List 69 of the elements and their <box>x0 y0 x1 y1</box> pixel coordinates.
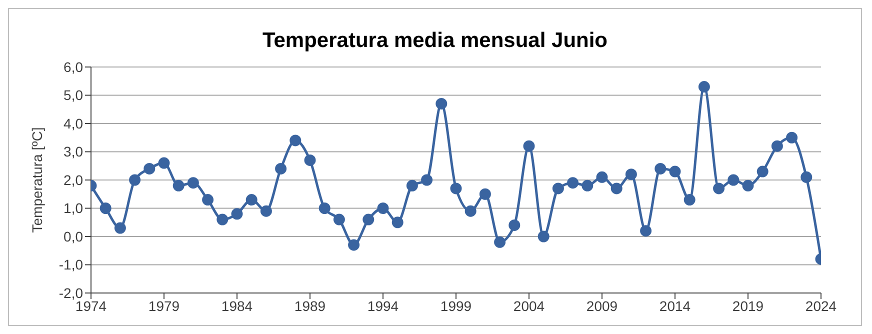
point <box>333 214 345 226</box>
point <box>742 180 754 192</box>
point <box>421 174 433 186</box>
point <box>538 230 550 242</box>
point <box>610 182 622 194</box>
point <box>216 214 228 226</box>
y-tick-label: 3,0 <box>64 144 84 160</box>
x-tick-label: 2024 <box>805 298 837 314</box>
point <box>144 162 156 174</box>
point <box>304 154 316 166</box>
y-axis-title: Temperatura [ºC] <box>28 127 45 233</box>
point <box>800 171 812 183</box>
point <box>290 134 302 146</box>
point <box>392 216 404 228</box>
point <box>625 168 637 180</box>
point <box>479 188 491 200</box>
point <box>158 157 170 169</box>
point <box>640 225 652 237</box>
x-tick-label: 1984 <box>221 298 253 314</box>
y-tick-label: 6,0 <box>64 58 84 75</box>
point <box>100 202 112 214</box>
point <box>698 81 710 93</box>
y-tick-label: 0,0 <box>64 228 84 244</box>
point <box>114 222 126 234</box>
x-tick-label: 2014 <box>659 298 691 314</box>
point <box>684 194 696 206</box>
x-tick-label: 1999 <box>440 298 472 314</box>
chart-title: Temperatura media mensual Junio <box>261 29 609 54</box>
point <box>202 194 214 206</box>
x-tick-label: 1989 <box>294 298 326 314</box>
x-tick-label: 2004 <box>513 298 545 314</box>
point <box>596 171 608 183</box>
point <box>275 162 287 174</box>
point <box>508 219 520 231</box>
point <box>582 180 594 192</box>
point <box>494 236 506 248</box>
point <box>231 208 243 220</box>
point <box>669 166 681 178</box>
point <box>406 180 418 192</box>
x-tick-label: 2009 <box>586 298 618 314</box>
point <box>756 166 768 178</box>
point <box>246 194 258 206</box>
point <box>260 205 272 217</box>
point <box>362 214 374 226</box>
point <box>318 202 330 214</box>
point <box>187 177 199 189</box>
y-tick-label: 5,0 <box>64 87 84 104</box>
x-tick-label: 1994 <box>367 298 399 314</box>
point <box>654 162 666 174</box>
point <box>129 174 141 186</box>
point <box>464 205 476 217</box>
point <box>523 140 535 152</box>
point <box>172 180 184 192</box>
point <box>377 202 389 214</box>
point <box>728 174 740 186</box>
x-tick-label: 1979 <box>148 298 180 314</box>
point <box>771 140 783 152</box>
point <box>786 132 798 144</box>
y-tick-label: 4,0 <box>64 115 84 132</box>
y-tick-label: 1,0 <box>64 200 84 216</box>
point <box>450 182 462 194</box>
y-tick-label: 2,0 <box>64 172 84 188</box>
point <box>436 98 448 110</box>
point <box>552 182 564 194</box>
point <box>567 177 579 189</box>
point <box>348 239 360 251</box>
y-tick-label: -1,0 <box>58 256 84 273</box>
point <box>713 182 725 194</box>
x-tick-label: 2019 <box>732 298 764 314</box>
